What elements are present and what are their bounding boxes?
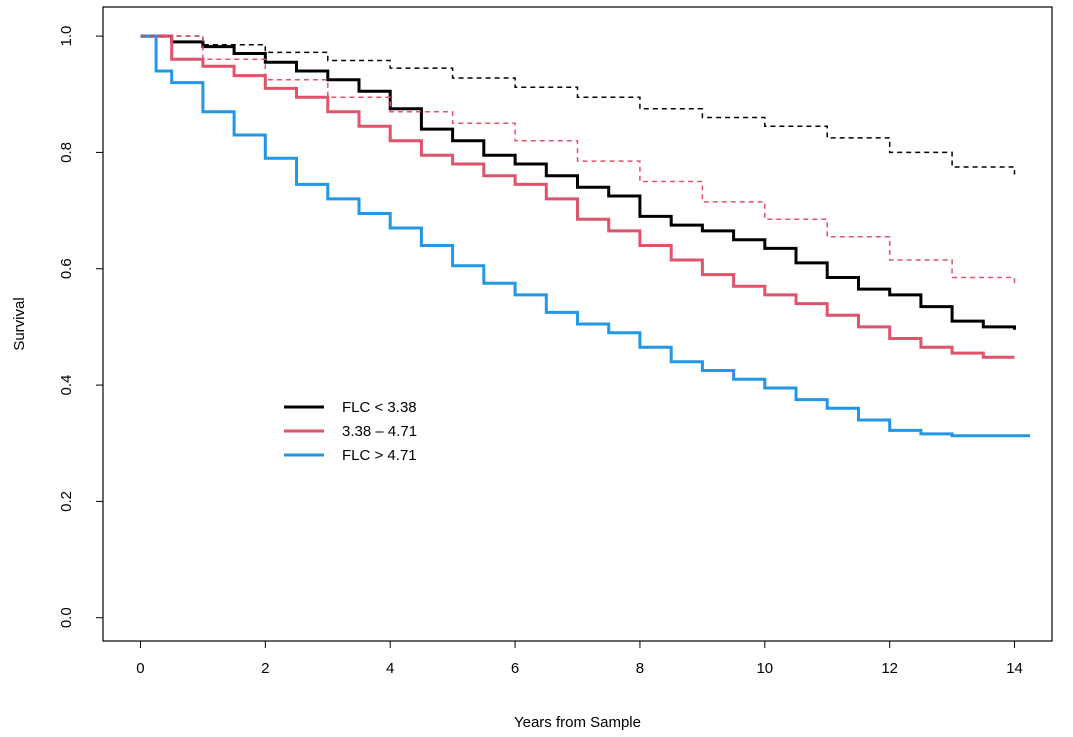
y-axis-label: Survival — [11, 297, 28, 350]
survival-line-2 — [140, 34, 1031, 438]
series-layer — [140, 34, 1031, 438]
survival-line-1 — [140, 34, 1015, 359]
expected-line-3 — [140, 35, 1016, 175]
x-axis: 0 2 4 6 8 10 12 14 — [136, 640, 1023, 677]
legend: FLC < 3.38 3.38 – 4.71 FLC > 4.71 — [284, 399, 417, 464]
y-tick-label: 0.6 — [58, 258, 75, 279]
x-axis-label: Years from Sample — [514, 714, 641, 731]
y-tick-label: 0.8 — [58, 142, 75, 163]
x-tick-label: 4 — [386, 660, 394, 677]
x-tick-label: 10 — [756, 660, 773, 677]
x-tick-label: 2 — [261, 660, 269, 677]
survival-line-0 — [140, 34, 1016, 330]
y-axis: 0.0 0.2 0.4 0.6 0.8 1.0 — [58, 26, 104, 628]
x-tick-label: 0 — [136, 660, 144, 677]
plot-frame — [102, 6, 1053, 642]
x-tick-label: 8 — [636, 660, 644, 677]
y-tick-label: 0.2 — [58, 491, 75, 512]
x-tick-label: 12 — [881, 660, 898, 677]
x-tick-label: 14 — [1006, 660, 1023, 677]
y-tick-label: 0.4 — [58, 375, 75, 396]
y-tick-label: 1.0 — [58, 26, 75, 47]
expected-line-4 — [140, 35, 1016, 285]
y-tick-label: 0.0 — [58, 607, 75, 628]
legend-label: 3.38 – 4.71 — [342, 423, 417, 440]
legend-label: FLC < 3.38 — [342, 399, 417, 416]
legend-label: FLC > 4.71 — [342, 447, 417, 464]
x-tick-label: 6 — [511, 660, 519, 677]
